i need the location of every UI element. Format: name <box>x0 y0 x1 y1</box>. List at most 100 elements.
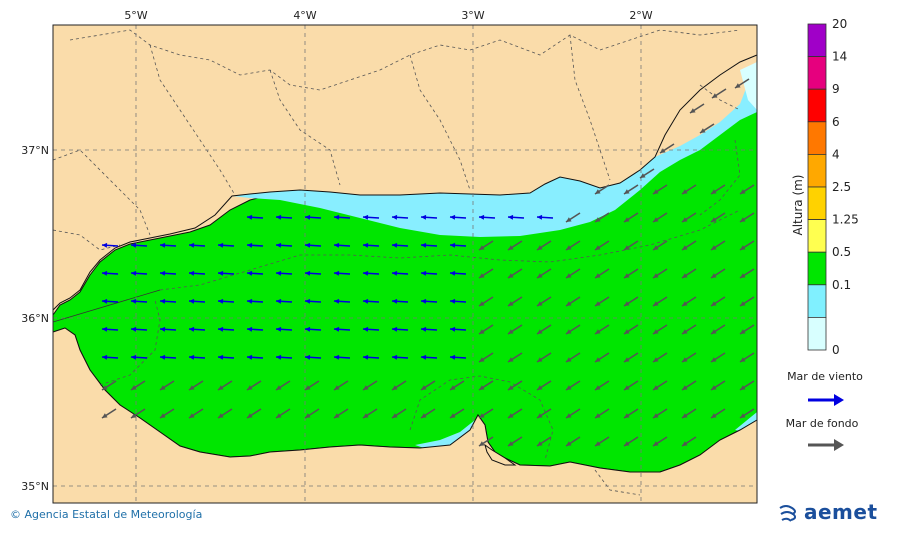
wave-arrowhead <box>624 301 630 306</box>
wave-arrowhead <box>363 354 369 360</box>
wave-arrowhead <box>305 242 311 248</box>
wave-arrowhead <box>711 301 717 306</box>
wave-arrowhead <box>537 441 543 446</box>
wave-arrowhead <box>508 357 514 362</box>
wave-arrowhead <box>479 214 485 220</box>
footer-credit: © Agencia Estatal de Meteorología <box>10 508 202 521</box>
wave-arrowhead <box>740 217 746 222</box>
colorbar-tick-label: 0.1 <box>832 278 851 292</box>
wave-arrowhead <box>160 298 166 304</box>
wave-arrowhead <box>508 385 514 390</box>
wave-arrowhead <box>682 441 688 446</box>
wave-arrowhead <box>450 326 456 332</box>
wave-arrowhead <box>305 326 311 332</box>
wave-arrowhead <box>740 301 746 306</box>
legend-wind-sea-label: Mar de viento <box>787 370 863 383</box>
wave-arrowhead <box>102 270 108 276</box>
wave-arrowhead <box>537 357 543 362</box>
wave-arrowhead <box>218 354 224 360</box>
lon-tick-label: 5°W <box>124 9 147 22</box>
wave-arrowhead <box>479 385 485 390</box>
wave-arrowhead <box>189 270 195 276</box>
wave-arrowhead <box>740 385 746 390</box>
colorbar-swatch <box>807 251 827 286</box>
wave-arrowhead <box>189 326 195 332</box>
wave-arrowhead <box>595 441 601 446</box>
wave-arrowhead <box>131 413 137 418</box>
wave-arrowhead <box>363 413 369 418</box>
wave-arrowhead <box>653 441 659 446</box>
lon-tick-label: 3°W <box>461 9 484 22</box>
wave-arrowhead <box>247 326 253 332</box>
wave-arrowhead <box>450 270 456 276</box>
wave-arrowhead <box>305 385 311 390</box>
wave-arrowhead <box>131 354 137 360</box>
colorbar-swatch <box>807 23 827 57</box>
wave-arrowhead <box>247 270 253 276</box>
wave-arrowhead <box>653 273 659 278</box>
wave-arrowhead <box>421 354 427 360</box>
wave-arrowhead <box>247 385 253 390</box>
colorbar-tick-label: 6 <box>832 115 840 129</box>
colorbar-tick-label: 0 <box>832 343 840 357</box>
wave-arrowhead <box>247 413 253 418</box>
colorbar-tick-label: 1.25 <box>832 213 859 227</box>
colorbar-swatch <box>807 219 827 253</box>
wave-arrowhead <box>334 214 340 220</box>
colorbar-swatch <box>807 186 827 220</box>
wave-arrowhead <box>682 357 688 362</box>
wave-arrowhead <box>363 385 369 390</box>
wave-arrowhead <box>160 270 166 276</box>
wave-direction-arrows <box>101 78 755 447</box>
wave-arrowhead <box>653 189 659 194</box>
wave-arrowhead <box>421 326 427 332</box>
wave-arrowhead <box>595 273 601 278</box>
wave-arrowhead <box>421 242 427 248</box>
wave-arrowhead <box>392 270 398 276</box>
lon-tick-label: 4°W <box>293 9 316 22</box>
wave-arrowhead <box>421 298 427 304</box>
wave-arrowhead <box>421 385 427 390</box>
wave-arrowhead <box>218 413 224 418</box>
wave-arrowhead <box>450 354 456 360</box>
wave-arrowhead <box>189 385 195 390</box>
wave-arrowhead <box>735 83 741 88</box>
wave-arrowhead <box>450 413 456 418</box>
wave-arrowhead <box>479 441 485 446</box>
wave-arrowhead <box>363 242 369 248</box>
credit-text: Agencia Estatal de Meteorología <box>24 508 203 521</box>
wave-arrowhead <box>624 413 630 418</box>
wave-arrowhead <box>392 354 398 360</box>
wave-arrowhead <box>660 148 666 153</box>
wave-arrowhead <box>479 301 485 306</box>
wave-arrowhead <box>711 357 717 362</box>
wave-arrowhead <box>537 214 543 220</box>
colorbar-swatch <box>807 56 827 90</box>
copyright-icon: © <box>10 508 21 521</box>
colorbar-swatch <box>807 316 827 351</box>
wave-arrowhead <box>653 413 659 418</box>
wave-arrowhead <box>334 385 340 390</box>
wave-arrowhead <box>102 298 108 304</box>
wave-arrowhead <box>690 108 696 113</box>
wave-arrowhead <box>421 214 427 220</box>
graticule <box>53 25 757 503</box>
wave-arrowhead <box>218 298 224 304</box>
wave-arrowhead <box>189 242 195 248</box>
wave-arrowhead <box>624 245 630 250</box>
wave-arrowhead <box>102 242 108 248</box>
wave-arrowhead <box>160 413 166 418</box>
wave-arrowhead <box>537 329 543 334</box>
wave-arrowhead <box>131 242 137 248</box>
logo-text: aemet <box>804 500 878 524</box>
wave-arrowhead <box>595 217 601 222</box>
land-peninsula <box>484 443 517 466</box>
colorbar-tick-label: 14 <box>832 50 847 64</box>
wave-arrowhead <box>653 357 659 362</box>
wave-arrowhead <box>624 385 630 390</box>
wave-arrowhead <box>421 270 427 276</box>
aemet-logo: aemet <box>778 500 878 524</box>
colorbar-swatch <box>807 284 827 318</box>
wave-arrowhead <box>711 217 717 222</box>
